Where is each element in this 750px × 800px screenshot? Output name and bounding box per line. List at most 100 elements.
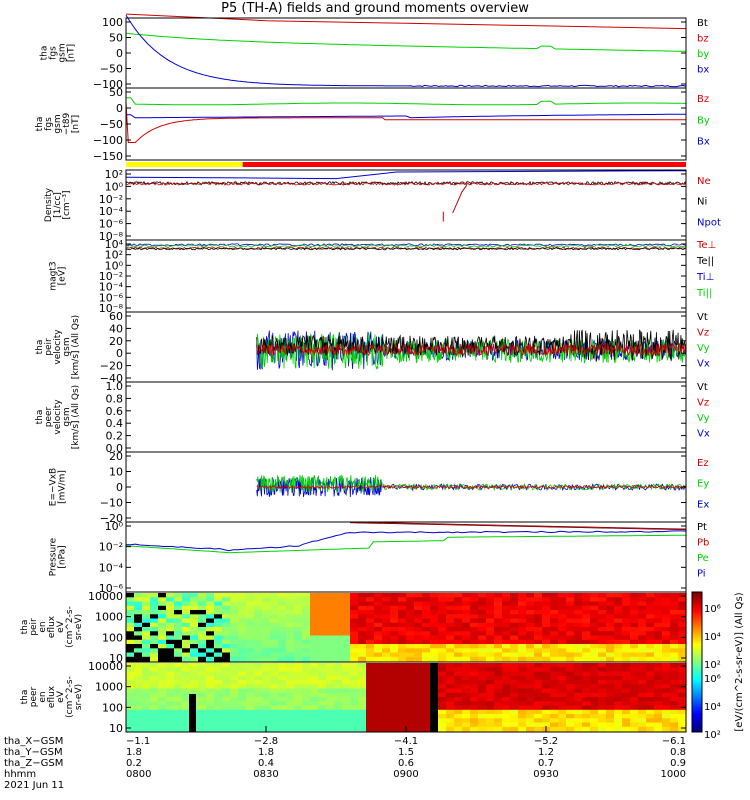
spec-cell: [630, 714, 639, 719]
spec-cell: [646, 722, 655, 728]
spec-cell: [494, 722, 503, 728]
spec-cell: [406, 705, 415, 711]
spec-cell: [678, 618, 687, 624]
spec-cell: [206, 614, 215, 620]
spec-cell: [486, 618, 495, 624]
spec-cell: [158, 597, 167, 603]
spec-cell: [318, 614, 327, 620]
y-label-line: tha: [35, 410, 45, 425]
spec-cell: [678, 652, 687, 658]
spec-cell: [318, 697, 327, 702]
spec-cell: [214, 709, 223, 715]
spec-cell: [222, 709, 231, 715]
spec-cell: [478, 714, 487, 719]
x-row-value: 0.9: [670, 758, 686, 769]
spec-cell: [542, 635, 551, 641]
spec-cell: [398, 622, 407, 628]
x-row-label: tha_Y−GSM: [4, 747, 63, 758]
spec-cell: [294, 593, 303, 598]
spec-cell: [566, 656, 575, 662]
spec-cell: [406, 667, 415, 673]
spec-cell: [662, 635, 671, 641]
spec-cell: [318, 718, 327, 724]
spec-cell: [326, 656, 335, 662]
spec-cell: [270, 709, 279, 715]
spec-cell: [374, 644, 383, 649]
spec-cell: [382, 644, 391, 649]
spec-cell: [414, 692, 423, 698]
spec-cell: [430, 722, 439, 728]
spec-cell: [126, 631, 135, 637]
spec-cell: [326, 644, 335, 649]
spec-cell: [590, 656, 599, 662]
spec-cell: [518, 709, 527, 715]
spec-cell: [614, 726, 623, 732]
spec-cell: [598, 692, 607, 698]
spec-cell: [518, 610, 527, 615]
spec-cell: [430, 618, 439, 624]
spec-cell: [278, 644, 287, 649]
spec-cell: [350, 663, 359, 668]
spec-cell: [478, 605, 487, 611]
spec-cell: [230, 648, 239, 654]
spec-cell: [422, 705, 431, 711]
y-label-line: (cm^2-s-: [65, 676, 75, 718]
spec-cell: [534, 688, 543, 694]
spec-cell: [598, 701, 607, 707]
spec-cell: [438, 639, 447, 645]
spec-cell: [238, 627, 247, 632]
spec-cell: [358, 705, 367, 711]
spec-cell: [390, 726, 399, 732]
spec-cell: [126, 697, 135, 702]
spec-cell: [622, 667, 631, 673]
spec-cell: [414, 714, 423, 719]
spec-cell: [166, 680, 175, 685]
spec-cell: [542, 644, 551, 649]
spec-cell: [446, 635, 455, 641]
spec-cell: [182, 667, 191, 673]
series-by: [125, 32, 687, 52]
spec-cell: [342, 709, 351, 715]
spec-cell: [150, 648, 159, 654]
colorbar-cell: [692, 620, 702, 623]
spec-cell: [574, 709, 583, 715]
spec-cell: [510, 726, 519, 732]
spec-cell: [334, 675, 343, 681]
spec-cell: [294, 684, 303, 690]
spec-cell: [366, 718, 375, 724]
spec-cell: [150, 671, 159, 677]
spec-cell: [310, 635, 319, 641]
legend-Ey: Ey: [697, 479, 709, 490]
spec-cell: [566, 680, 575, 685]
spec-cell: [454, 627, 463, 632]
spec-cell: [526, 697, 535, 702]
spec-cell: [182, 671, 191, 677]
spec-cell: [462, 722, 471, 728]
spec-cell: [486, 692, 495, 698]
spec-cell: [126, 709, 135, 715]
colorbar-label: [eV/(cm^2-s-sr-eV)] (All Qs): [734, 592, 745, 731]
spec-cell: [158, 639, 167, 645]
spec-cell: [510, 722, 519, 728]
spec-cell: [574, 705, 583, 711]
spec-cell: [126, 667, 135, 673]
spec-cell: [510, 639, 519, 645]
spec-cell: [270, 688, 279, 694]
y-tick-label: 0: [116, 102, 123, 115]
spec-cell: [438, 635, 447, 641]
spec-cell: [670, 709, 679, 715]
spec-cell: [614, 614, 623, 620]
spec-cell: [182, 593, 191, 598]
spec-cell: [182, 622, 191, 628]
spec-cell: [366, 701, 375, 707]
spec-cell: [350, 610, 359, 615]
spec-cell: [398, 639, 407, 645]
spec-cell: [622, 597, 631, 603]
spec-cell: [646, 627, 655, 632]
spec-cell: [318, 622, 327, 628]
spec-cell: [174, 622, 183, 628]
spec-cell: [126, 714, 135, 719]
spec-cell: [566, 718, 575, 724]
spec-cell: [230, 675, 239, 681]
spec-cell: [246, 593, 255, 598]
